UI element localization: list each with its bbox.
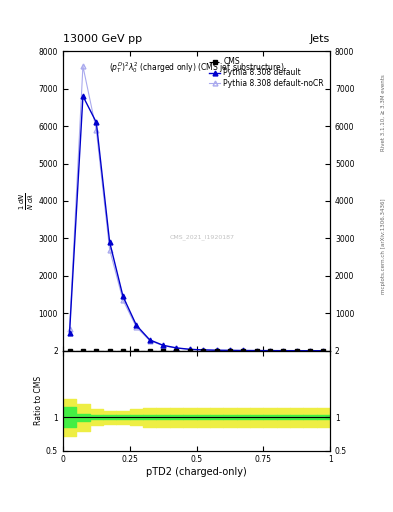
Text: CMS_2021_I1920187: CMS_2021_I1920187	[169, 234, 234, 240]
Pythia 8.308 default	[228, 347, 232, 353]
Y-axis label: $\frac{1}{N}\frac{dN}{d\lambda}$: $\frac{1}{N}\frac{dN}{d\lambda}$	[18, 192, 36, 210]
Y-axis label: Ratio to CMS: Ratio to CMS	[34, 376, 43, 425]
CMS	[228, 348, 232, 354]
CMS	[214, 348, 219, 354]
Pythia 8.308 default-noCR	[228, 347, 232, 353]
CMS	[161, 348, 165, 354]
CMS	[187, 348, 192, 354]
Pythia 8.308 default-noCR	[281, 348, 286, 354]
Pythia 8.308 default-noCR	[121, 297, 125, 303]
Pythia 8.308 default-noCR	[187, 346, 192, 352]
Pythia 8.308 default-noCR	[81, 63, 85, 69]
Pythia 8.308 default	[281, 348, 286, 354]
Line: Pythia 8.308 default-noCR: Pythia 8.308 default-noCR	[67, 64, 326, 353]
Pythia 8.308 default-noCR	[174, 345, 179, 351]
CMS	[281, 348, 286, 354]
X-axis label: pTD2 (charged-only): pTD2 (charged-only)	[146, 467, 247, 477]
Pythia 8.308 default	[321, 348, 326, 354]
Pythia 8.308 default	[161, 342, 165, 348]
Pythia 8.308 default	[174, 345, 179, 351]
CMS	[254, 348, 259, 354]
Pythia 8.308 default	[107, 239, 112, 245]
Pythia 8.308 default	[81, 93, 85, 99]
Pythia 8.308 default-noCR	[201, 347, 206, 353]
Pythia 8.308 default-noCR	[107, 247, 112, 253]
CMS	[107, 348, 112, 354]
Pythia 8.308 default	[134, 322, 139, 328]
Pythia 8.308 default	[187, 346, 192, 352]
Pythia 8.308 default-noCR	[161, 343, 165, 349]
CMS	[94, 348, 99, 354]
Text: $(p_T^D)^2\lambda_0^2$ (charged only) (CMS jet substructure): $(p_T^D)^2\lambda_0^2$ (charged only) (C…	[108, 60, 285, 75]
Text: Jets: Jets	[310, 33, 330, 44]
Pythia 8.308 default-noCR	[294, 348, 299, 354]
Pythia 8.308 default-noCR	[67, 326, 72, 332]
Pythia 8.308 default	[214, 347, 219, 353]
Pythia 8.308 default	[294, 348, 299, 354]
Pythia 8.308 default-noCR	[134, 324, 139, 330]
Pythia 8.308 default	[308, 348, 312, 354]
Pythia 8.308 default	[121, 293, 125, 300]
Pythia 8.308 default	[94, 119, 99, 125]
Pythia 8.308 default-noCR	[268, 348, 272, 354]
CMS	[121, 348, 125, 354]
Pythia 8.308 default	[241, 348, 246, 354]
Text: 13000 GeV pp: 13000 GeV pp	[63, 33, 142, 44]
Line: Pythia 8.308 default: Pythia 8.308 default	[67, 94, 326, 353]
Pythia 8.308 default	[67, 330, 72, 336]
Line: CMS: CMS	[68, 349, 325, 353]
Pythia 8.308 default-noCR	[214, 347, 219, 353]
Pythia 8.308 default-noCR	[94, 127, 99, 133]
CMS	[201, 348, 206, 354]
Text: Rivet 3.1.10, ≥ 3.3M events: Rivet 3.1.10, ≥ 3.3M events	[381, 74, 386, 151]
CMS	[67, 348, 72, 354]
Pythia 8.308 default	[147, 337, 152, 343]
CMS	[321, 348, 326, 354]
Legend: CMS, Pythia 8.308 default, Pythia 8.308 default-noCR: CMS, Pythia 8.308 default, Pythia 8.308 …	[207, 55, 326, 91]
Pythia 8.308 default	[268, 348, 272, 354]
Pythia 8.308 default-noCR	[321, 348, 326, 354]
CMS	[294, 348, 299, 354]
Pythia 8.308 default-noCR	[147, 337, 152, 344]
CMS	[81, 348, 85, 354]
Text: mcplots.cern.ch [arXiv:1306.3436]: mcplots.cern.ch [arXiv:1306.3436]	[381, 198, 386, 293]
CMS	[308, 348, 312, 354]
CMS	[268, 348, 272, 354]
Pythia 8.308 default	[201, 347, 206, 353]
Pythia 8.308 default-noCR	[308, 348, 312, 354]
Pythia 8.308 default-noCR	[254, 348, 259, 354]
Pythia 8.308 default	[254, 348, 259, 354]
CMS	[174, 348, 179, 354]
CMS	[241, 348, 246, 354]
CMS	[147, 348, 152, 354]
Pythia 8.308 default-noCR	[241, 348, 246, 354]
CMS	[134, 348, 139, 354]
